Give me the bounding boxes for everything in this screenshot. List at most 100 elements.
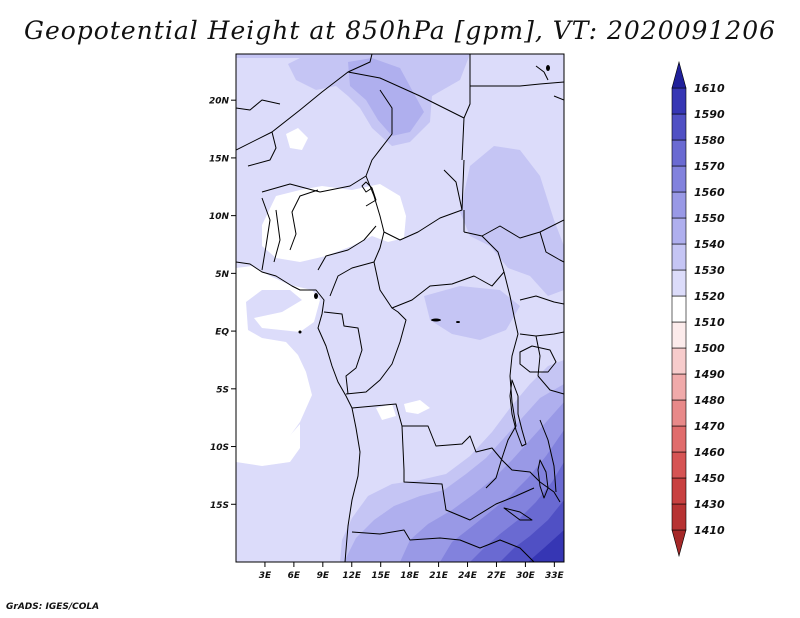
border-sahara-4	[470, 81, 564, 87]
border-east-1	[519, 231, 564, 305]
colorbar-label: 1480	[694, 394, 725, 407]
lon-tick-label: 9E	[317, 571, 330, 581]
colorbar-swatch	[671, 529, 687, 558]
lat-tick-label: 5S	[216, 385, 229, 395]
colorbar-label: 1590	[694, 108, 725, 121]
border-west-1	[247, 131, 277, 167]
border-car	[373, 231, 505, 309]
colorbar-swatch	[671, 217, 687, 245]
colorbar-swatch	[671, 477, 687, 505]
contour-1590-south	[528, 530, 564, 562]
lake-chad	[361, 181, 373, 193]
colorbar-swatch	[671, 295, 687, 323]
colorbar-label: 1580	[694, 134, 725, 147]
lat-tick-label: 15N	[209, 154, 230, 164]
colorbar-label: 1430	[694, 498, 725, 511]
colorbar-label: 1500	[694, 342, 725, 355]
colorbar-swatch	[671, 451, 687, 479]
colorbar-swatch	[671, 269, 687, 297]
colorbar-label: 1490	[694, 368, 725, 381]
contour-1520-sahara	[286, 128, 308, 150]
contour-1530-east	[460, 146, 564, 296]
grads-credit: GrADS: IGES/COLA	[6, 602, 100, 612]
lon-tick-label: 18E	[400, 571, 420, 581]
colorbar-label: 1510	[694, 316, 725, 329]
lon-tick-label: 12E	[342, 571, 362, 581]
contour-1530-central	[424, 286, 520, 340]
red-sea-coast	[535, 65, 564, 101]
lat-tick-label: 5N	[215, 270, 229, 280]
lat-tick-label: EQ	[215, 328, 229, 338]
lon-tick-label: 3E	[259, 571, 272, 581]
lon-tick-label: 6E	[288, 571, 301, 581]
border-nigeria	[289, 189, 377, 271]
lat-tick-label: 10S	[210, 443, 229, 453]
map-lines	[236, 54, 564, 562]
border-zambia	[501, 459, 561, 503]
border-west-2	[261, 197, 281, 271]
border-drc-south	[351, 403, 503, 461]
islands	[298, 65, 550, 334]
lon-tick-label: 33E	[545, 571, 565, 581]
lake-kariba	[503, 507, 533, 521]
colorbar-swatch	[671, 165, 687, 193]
lat-tick-label: 15S	[210, 501, 229, 511]
colorbar-swatch	[671, 503, 687, 531]
border-east-2	[519, 331, 564, 377]
lat-tick-label: 20N	[209, 97, 230, 107]
lake-tanganyika	[509, 379, 527, 447]
colorbar-swatch	[671, 139, 687, 167]
border-sahara-3	[463, 54, 471, 119]
coastline-west-africa	[236, 261, 361, 562]
border-mali	[236, 99, 281, 111]
border-east-3	[537, 375, 564, 493]
colorbar-swatch	[671, 321, 687, 349]
colorbar-swatch	[671, 373, 687, 401]
colorbar-swatch	[671, 191, 687, 219]
border-namibia	[351, 529, 535, 562]
lon-tick-label: 27E	[487, 571, 507, 581]
colorbar-swatch	[671, 113, 687, 141]
colorbar-swatch	[671, 425, 687, 453]
lon-tick-label: 24E	[458, 571, 478, 581]
colorbar-label: 1540	[694, 238, 725, 251]
border-sudan	[463, 210, 564, 239]
colorbar-swatch	[671, 87, 687, 115]
colorbar-label: 1520	[694, 290, 725, 303]
colorbar-label: 1560	[694, 186, 725, 199]
border-cameroon	[329, 231, 385, 297]
colorbar-label: 1550	[694, 212, 725, 225]
contour-1520-congo2	[404, 400, 430, 414]
colorbar-label: 1530	[694, 264, 725, 277]
geopotential-field	[236, 54, 564, 562]
lake-malawi	[537, 459, 549, 499]
border-congo	[345, 307, 407, 395]
contour-1520-west	[236, 266, 320, 452]
colorbar-label: 1450	[694, 472, 725, 485]
colorbar-label: 1460	[694, 446, 725, 459]
contour-1540-north	[348, 58, 424, 136]
lat-tick-label: 10N	[209, 212, 230, 222]
map-axes: 20N 15N 10N 5N EQ 5S 10S 15S 3E 6E 9E 12E 15E 18E 21E 2…	[209, 97, 565, 581]
border-gabon	[323, 311, 363, 395]
contour-1520-south-coast	[236, 424, 300, 466]
border-nile	[365, 169, 463, 211]
lake-victoria	[519, 345, 557, 373]
lon-tick-label: 21E	[429, 571, 449, 581]
border-sahara-2	[347, 71, 465, 161]
contour-1520-congo	[376, 404, 396, 420]
colorbar-swatch	[671, 399, 687, 427]
colorbar-label: 1570	[694, 160, 725, 173]
colorbar-swatch	[671, 60, 687, 89]
colorbar-label: 1610	[694, 82, 725, 95]
border-angola	[401, 425, 535, 521]
colorbar: 1410 1430 1450 1460 1470 1480 1490 1500 1510 1520…	[671, 60, 725, 558]
lon-tick-label: 15E	[371, 571, 391, 581]
colorbar-swatch	[671, 347, 687, 375]
map-frame	[235, 53, 565, 563]
map-title: Geopotential Height at 850hPa [gpm], VT:…	[23, 16, 777, 45]
lon-tick-label: 30E	[516, 571, 536, 581]
border-chad	[365, 159, 465, 241]
colorbar-label: 1410	[694, 524, 725, 537]
